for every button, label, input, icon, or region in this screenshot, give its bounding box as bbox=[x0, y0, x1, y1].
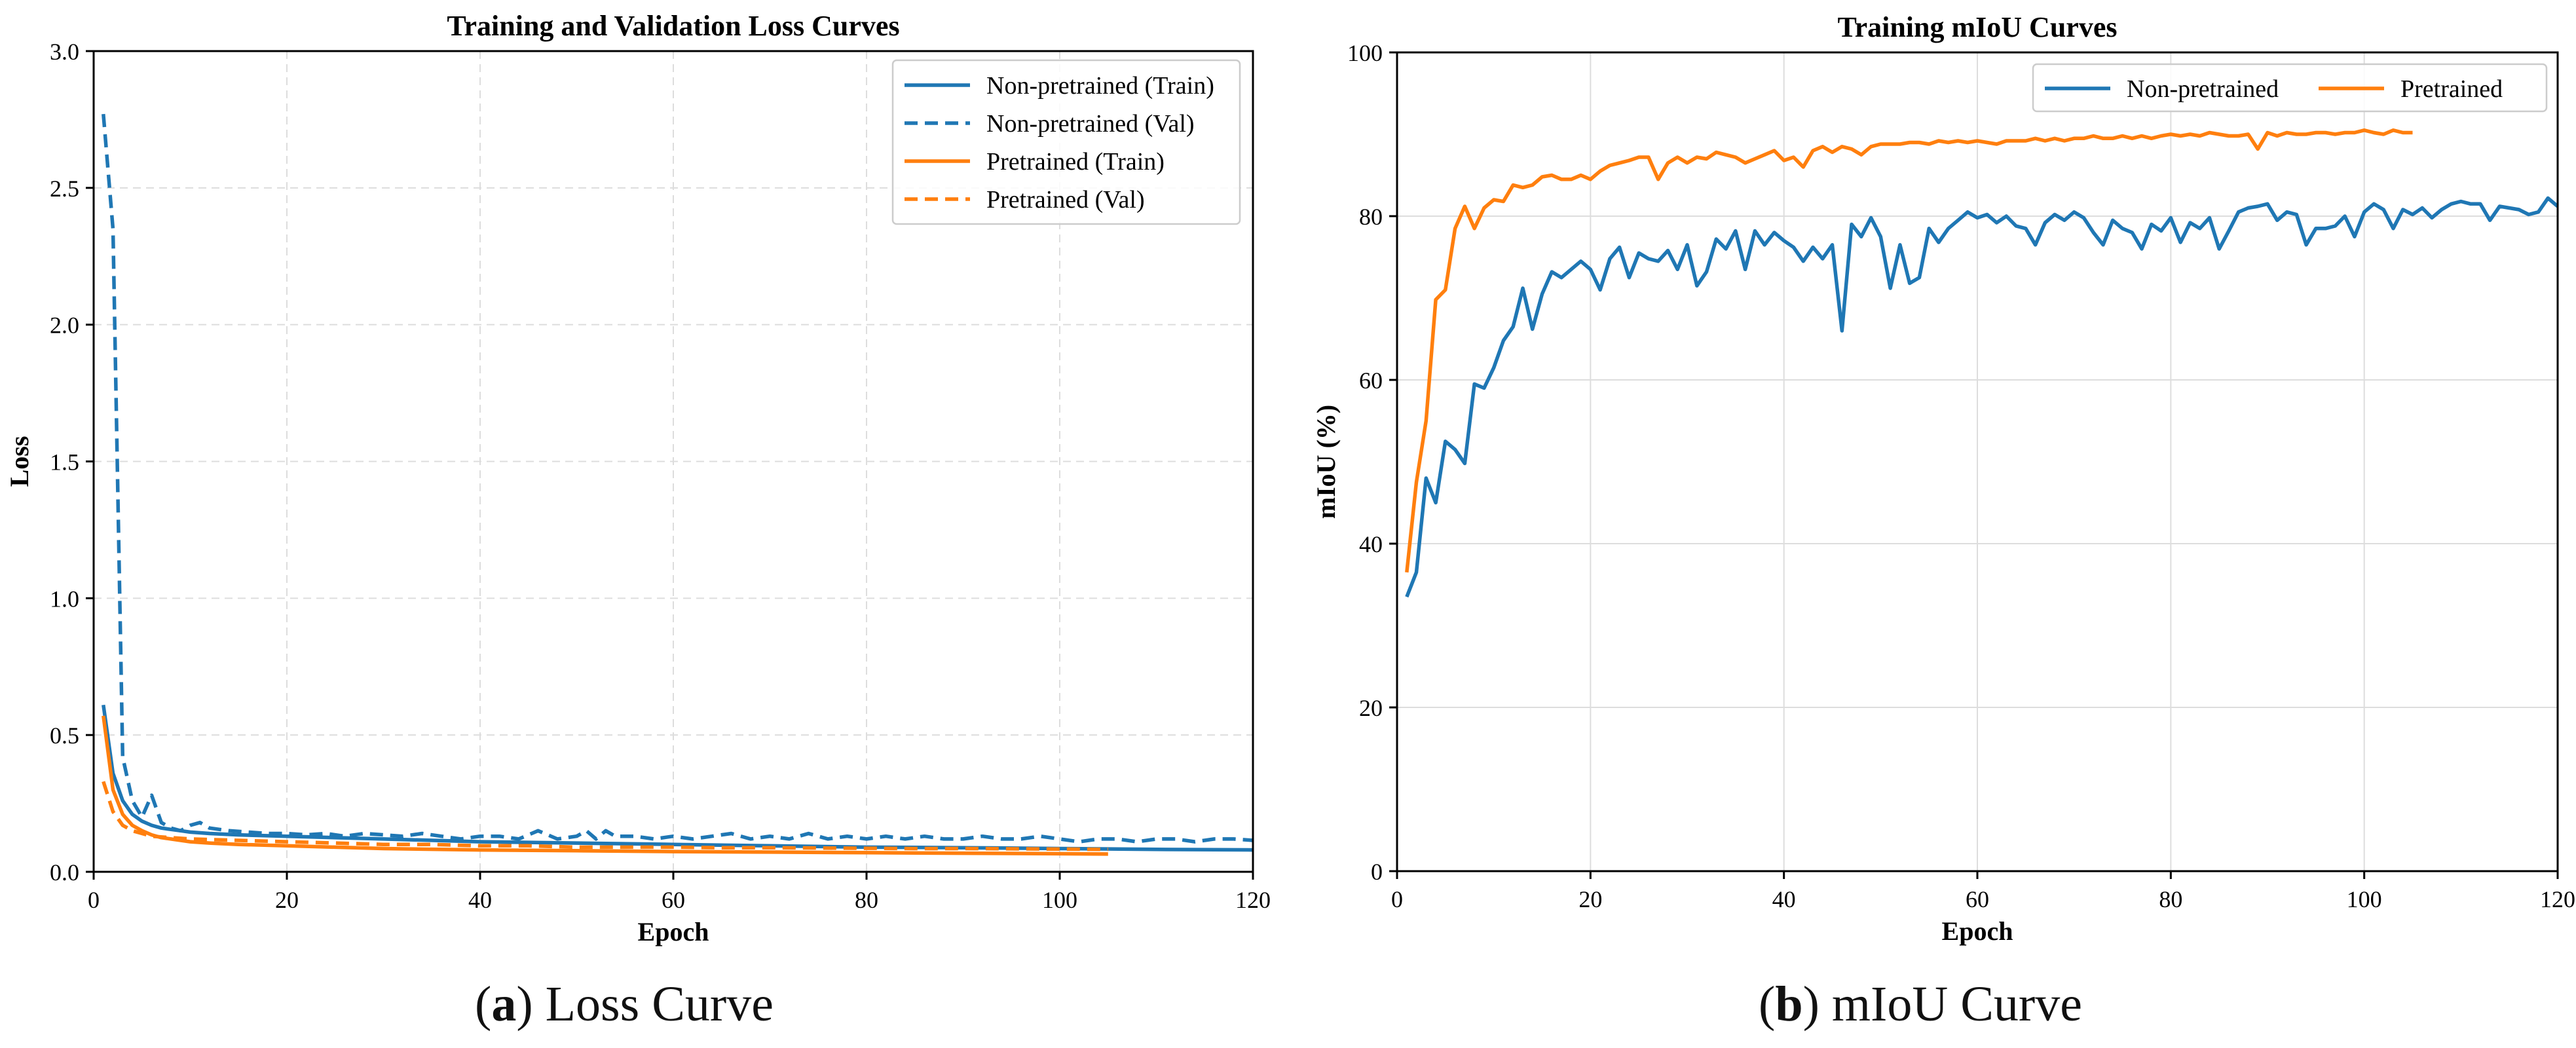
caption-a: (a) Loss Curve bbox=[475, 977, 774, 1032]
loss-legend-label-3: Pretrained (Val) bbox=[986, 186, 1145, 214]
caption-a-letter: a bbox=[491, 977, 517, 1032]
miou-xtick-label-1: 20 bbox=[1578, 886, 1602, 912]
loss-xtick-label-3: 60 bbox=[662, 887, 685, 913]
caption-b-letter: b bbox=[1775, 977, 1803, 1032]
loss-ytick-label-3: 1.5 bbox=[50, 449, 79, 476]
miou-title: Training mIoU Curves bbox=[1838, 11, 2118, 43]
loss-ytick-label-5: 2.5 bbox=[50, 176, 79, 202]
loss-title: Training and Validation Loss Curves bbox=[447, 10, 899, 42]
loss-ytick-label-4: 2.0 bbox=[50, 312, 79, 339]
loss-legend-box bbox=[891, 59, 1241, 225]
loss-legend-label-0: Non-pretrained (Train) bbox=[986, 72, 1214, 100]
loss-legend: Non-pretrained (Train) Non-pretrained (Va… bbox=[891, 59, 1241, 225]
loss-series-line-1 bbox=[102, 113, 1254, 844]
miou-xtick-label-2: 40 bbox=[1772, 886, 1796, 912]
loss-legend-label-2: Pretrained (Train) bbox=[986, 148, 1165, 176]
miou-xtick-label-5: 100 bbox=[2347, 886, 2382, 912]
loss-xlabel: Epoch bbox=[638, 917, 709, 946]
loss-chart: 0 20 40 60 80 100 120 0.0 0.5 1.0 1.5 2.0 2.5 3.0 Trai… bbox=[5, 10, 1271, 946]
miou-ytick-label-0: 0 bbox=[1371, 859, 1383, 885]
loss-series-line-3 bbox=[102, 781, 1108, 852]
loss-ytick-label-0: 0.0 bbox=[50, 859, 79, 886]
miou-xlabel: Epoch bbox=[1942, 916, 2013, 946]
loss-xtick-label-5: 100 bbox=[1042, 887, 1077, 913]
caption-b: (b) mIoU Curve bbox=[1759, 977, 2082, 1032]
loss-ytick-label-2: 1.0 bbox=[50, 586, 79, 612]
loss-xtick-label-6: 120 bbox=[1235, 887, 1271, 913]
loss-ytick-label-1: 0.5 bbox=[50, 722, 79, 749]
miou-xtick-label-3: 60 bbox=[1966, 886, 1989, 912]
miou-xtick-label-4: 80 bbox=[2159, 886, 2182, 912]
miou-ytick-label-2: 40 bbox=[1359, 531, 1383, 557]
loss-ylabel: Loss bbox=[5, 436, 34, 487]
miou-xtick-label-0: 0 bbox=[1391, 886, 1403, 912]
miou-legend-label-1: Pretrained bbox=[2400, 75, 2503, 103]
miou-ylabel: mIoU (%) bbox=[1311, 405, 1341, 519]
miou-series-line-1 bbox=[1405, 128, 2413, 573]
miou-legend: Non-pretrained Pretrained bbox=[2032, 63, 2548, 113]
loss-series-line-2 bbox=[102, 715, 1108, 856]
loss-xtick-label-2: 40 bbox=[468, 887, 492, 913]
miou-xtick-label-6: 120 bbox=[2540, 886, 2575, 912]
caption-a-text: Loss Curve bbox=[545, 977, 774, 1032]
miou-chart: 0 20 40 60 80 100 120 0 20 40 60 80 100 Training mIoU… bbox=[1311, 11, 2575, 946]
miou-ytick-label-5: 100 bbox=[1347, 40, 1383, 66]
miou-ytick-label-4: 80 bbox=[1359, 204, 1383, 230]
loss-series-line-0 bbox=[102, 704, 1254, 852]
miou-series-line-0 bbox=[1405, 196, 2559, 598]
loss-xtick-label-1: 20 bbox=[275, 887, 299, 913]
loss-xtick-label-4: 80 bbox=[855, 887, 878, 913]
miou-legend-label-0: Non-pretrained bbox=[2127, 75, 2279, 103]
miou-legend-box bbox=[2032, 63, 2548, 113]
loss-xtick-label-0: 0 bbox=[88, 887, 100, 913]
caption-b-text: mIoU Curve bbox=[1831, 977, 2082, 1032]
loss-legend-label-1: Non-pretrained (Val) bbox=[986, 110, 1195, 138]
miou-ytick-label-3: 60 bbox=[1359, 367, 1383, 394]
miou-ytick-label-1: 20 bbox=[1359, 695, 1383, 721]
loss-ytick-label-6: 3.0 bbox=[50, 39, 79, 65]
miou-grid bbox=[1396, 52, 2558, 872]
